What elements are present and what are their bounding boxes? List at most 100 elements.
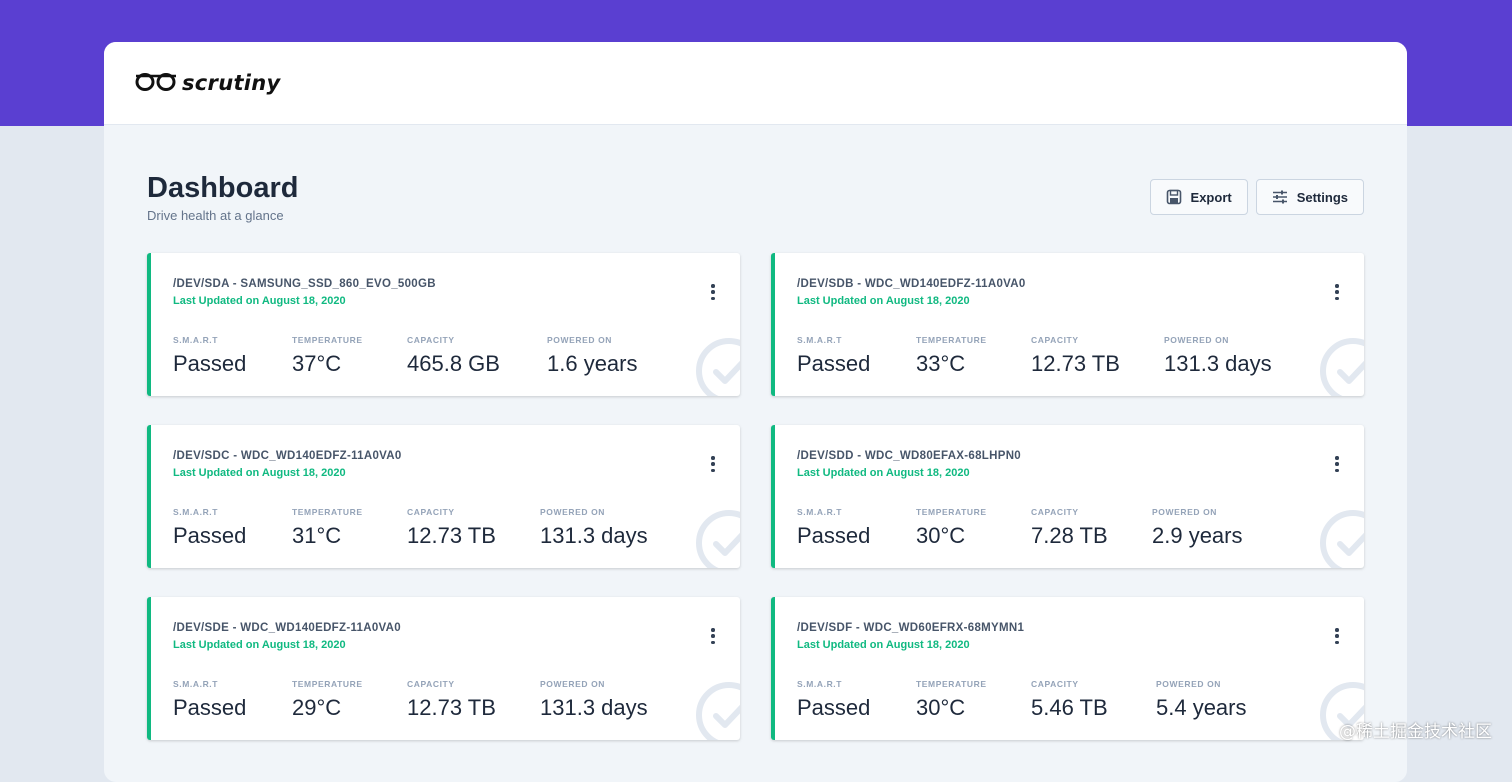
- smart-label: S.M.A.R.T: [797, 335, 843, 345]
- check-circle-icon: [1318, 336, 1364, 396]
- capacity-value: 7.28 TB: [1031, 523, 1108, 548]
- device-card[interactable]: /DEV/SDA - SAMSUNG_SSD_860_EVO_500GB Las…: [147, 253, 740, 396]
- device-menu-button[interactable]: [1332, 456, 1342, 472]
- check-circle-icon: [694, 680, 740, 740]
- powered-on-stat: POWERED ON 131.3 days: [540, 507, 648, 549]
- capacity-value: 5.46 TB: [1031, 695, 1108, 720]
- temperature-value: 33°C: [916, 351, 966, 376]
- smart-stat: S.M.A.R.T Passed: [797, 507, 870, 549]
- device-menu-button[interactable]: [1332, 628, 1342, 644]
- powered-on-value: 1.6 years: [547, 351, 638, 376]
- dot: [711, 634, 715, 638]
- device-title: /DEV/SDD - WDC_WD80EFAX-68LHPN0: [797, 450, 1022, 462]
- capacity-value: 12.73 TB: [407, 523, 496, 548]
- temperature-value: 37°C: [292, 351, 342, 376]
- temperature-value: 29°C: [292, 695, 342, 720]
- device-last-updated: Last Updated on August 18, 2020: [797, 639, 970, 651]
- check-circle-icon: [694, 336, 740, 396]
- powered-on-value: 2.9 years: [1152, 523, 1243, 548]
- brand-name: scrutiny: [182, 71, 281, 95]
- powered-on-label: POWERED ON: [1164, 335, 1230, 345]
- settings-button-label: Settings: [1296, 189, 1348, 205]
- temperature-label: TEMPERATURE: [292, 507, 363, 517]
- temperature-value: 31°C: [292, 523, 342, 548]
- powered-on-value: 131.3 days: [540, 523, 648, 548]
- powered-on-value: 131.3 days: [1164, 351, 1272, 376]
- temperature-stat: TEMPERATURE 29°C: [292, 679, 363, 721]
- device-menu-button[interactable]: [708, 628, 718, 644]
- temperature-label: TEMPERATURE: [292, 335, 363, 345]
- page-title: Dashboard: [147, 172, 299, 204]
- temperature-stat: TEMPERATURE 30°C: [916, 507, 987, 549]
- settings-button[interactable]: Settings: [1255, 179, 1364, 215]
- device-card[interactable]: /DEV/SDE - WDC_WD140EDFZ-11A0VA0 Last Up…: [147, 597, 740, 740]
- capacity-stat: CAPACITY 7.28 TB: [1031, 507, 1108, 549]
- powered-on-stat: POWERED ON 5.4 years: [1156, 679, 1247, 721]
- device-last-updated: Last Updated on August 18, 2020: [797, 467, 970, 479]
- dot: [1335, 456, 1339, 460]
- temperature-label: TEMPERATURE: [292, 679, 363, 689]
- smart-value: Passed: [173, 523, 247, 548]
- smart-value: Passed: [173, 695, 247, 720]
- dot: [711, 468, 715, 472]
- device-card[interactable]: /DEV/SDC - WDC_WD140EDFZ-11A0VA0 Last Up…: [147, 425, 740, 568]
- page-heading: Dashboard Drive health at a glance: [147, 172, 298, 223]
- temperature-stat: TEMPERATURE 30°C: [916, 679, 987, 721]
- dot: [1335, 634, 1339, 638]
- device-card[interactable]: /DEV/SDD - WDC_WD80EFAX-68LHPN0 Last Upd…: [771, 425, 1364, 568]
- smart-stat: S.M.A.R.T Passed: [173, 335, 246, 377]
- device-title: /DEV/SDF - WDC_WD60EFRX-68MYMN1: [797, 622, 1025, 634]
- smart-label: S.M.A.R.T: [173, 335, 219, 345]
- brand-logo[interactable]: scrutiny: [134, 70, 281, 97]
- floppy-disk-icon: [1166, 189, 1182, 205]
- device-last-updated: Last Updated on August 18, 2020: [173, 467, 346, 479]
- device-last-updated: Last Updated on August 18, 2020: [797, 295, 970, 307]
- dot: [711, 284, 715, 288]
- dot: [1335, 640, 1339, 644]
- sliders-icon: [1272, 189, 1288, 205]
- export-button[interactable]: Export: [1149, 179, 1248, 215]
- capacity-label: CAPACITY: [407, 335, 455, 345]
- dot: [1335, 284, 1339, 288]
- temperature-stat: TEMPERATURE 37°C: [292, 335, 363, 377]
- capacity-stat: CAPACITY 5.46 TB: [1031, 679, 1108, 721]
- powered-on-value: 5.4 years: [1156, 695, 1247, 720]
- capacity-label: CAPACITY: [1031, 679, 1079, 689]
- powered-on-stat: POWERED ON 131.3 days: [540, 679, 648, 721]
- temperature-label: TEMPERATURE: [916, 335, 987, 345]
- capacity-stat: CAPACITY 12.73 TB: [407, 679, 496, 721]
- device-last-updated: Last Updated on August 18, 2020: [173, 295, 346, 307]
- device-menu-button[interactable]: [708, 284, 718, 300]
- device-menu-button[interactable]: [708, 456, 718, 472]
- smart-value: Passed: [173, 351, 247, 376]
- powered-on-stat: POWERED ON 2.9 years: [1152, 507, 1243, 549]
- dot: [1335, 296, 1339, 300]
- dot: [1335, 628, 1339, 632]
- smart-value: Passed: [797, 351, 871, 376]
- powered-on-label: POWERED ON: [547, 335, 613, 345]
- smart-stat: S.M.A.R.T Passed: [797, 679, 870, 721]
- temperature-stat: TEMPERATURE 33°C: [916, 335, 987, 377]
- check-circle-icon: [694, 508, 740, 568]
- device-menu-button[interactable]: [1332, 284, 1342, 300]
- temperature-value: 30°C: [916, 523, 966, 548]
- app-shell: scrutiny Dashboard Drive health at a gla…: [104, 42, 1407, 782]
- device-title: /DEV/SDE - WDC_WD140EDFZ-11A0VA0: [173, 622, 401, 634]
- smart-label: S.M.A.R.T: [797, 507, 843, 517]
- dot: [711, 640, 715, 644]
- dot: [711, 628, 715, 632]
- capacity-value: 12.73 TB: [1031, 351, 1120, 376]
- powered-on-stat: POWERED ON 131.3 days: [1164, 335, 1272, 377]
- device-card[interactable]: /DEV/SDF - WDC_WD60EFRX-68MYMN1 Last Upd…: [771, 597, 1364, 740]
- smart-label: S.M.A.R.T: [173, 679, 219, 689]
- top-bar: scrutiny: [104, 42, 1407, 125]
- check-circle-icon: [1318, 680, 1364, 740]
- powered-on-label: POWERED ON: [540, 679, 606, 689]
- smart-stat: S.M.A.R.T Passed: [173, 507, 246, 549]
- powered-on-label: POWERED ON: [540, 507, 606, 517]
- capacity-stat: CAPACITY 12.73 TB: [407, 507, 496, 549]
- device-card[interactable]: /DEV/SDB - WDC_WD140EDFZ-11A0VA0 Last Up…: [771, 253, 1364, 396]
- powered-on-value: 131.3 days: [540, 695, 648, 720]
- powered-on-label: POWERED ON: [1156, 679, 1222, 689]
- capacity-value: 465.8 GB: [407, 351, 500, 376]
